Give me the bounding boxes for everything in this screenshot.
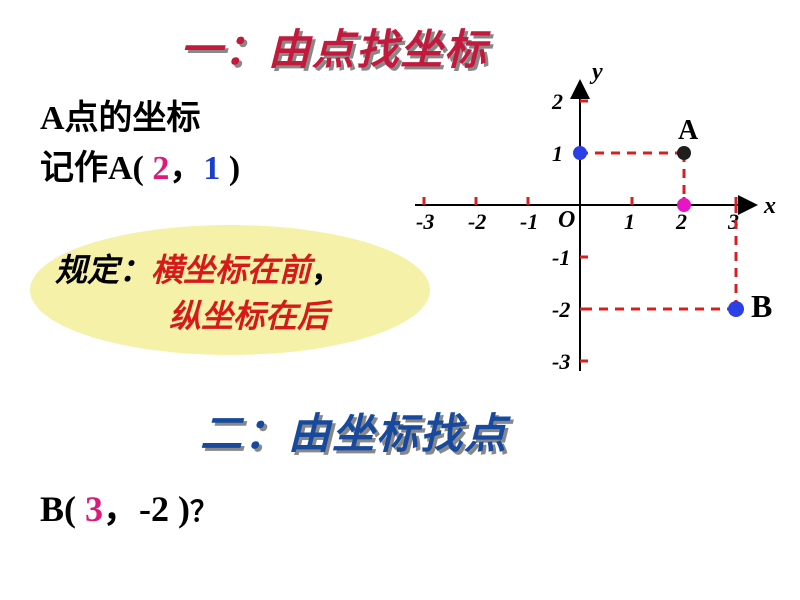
svg-text:O: O: [558, 207, 575, 233]
svg-text:x: x: [763, 193, 776, 219]
svg-text:-2: -2: [552, 297, 570, 322]
svg-text:-3: -3: [552, 349, 570, 374]
svg-text:-1: -1: [552, 245, 570, 270]
line-a-value: 记作A( 2，1 ): [40, 140, 240, 189]
rule-text: 规定：横坐标在前，纵坐标在后: [55, 245, 343, 337]
svg-text:-1: -1: [520, 209, 538, 234]
line-a-coord: A点的坐标: [40, 90, 201, 139]
svg-text:1: 1: [552, 141, 563, 166]
svg-text:-3: -3: [416, 209, 434, 234]
title-2: 二二：：由由坐坐标标找找点点: [200, 400, 508, 461]
svg-text:B: B: [751, 288, 772, 324]
svg-text:2: 2: [551, 89, 563, 114]
svg-text:y: y: [589, 59, 603, 85]
svg-text:A: A: [678, 115, 699, 146]
svg-text:2: 2: [675, 209, 687, 234]
point-b-text: B( 3，-2 )？: [40, 480, 218, 532]
coordinate-graph: -3-2-1123-3-2-112OxyAB: [415, 25, 785, 395]
svg-text:-2: -2: [468, 209, 486, 234]
svg-text:1: 1: [624, 209, 635, 234]
